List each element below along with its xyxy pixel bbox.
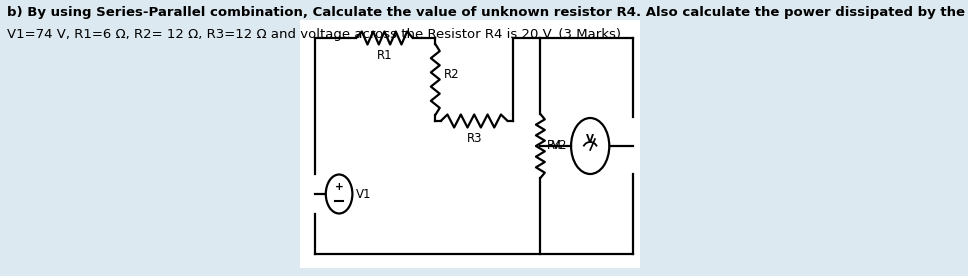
FancyBboxPatch shape: [300, 20, 640, 268]
Text: V1=74 V, R1=6 Ω, R2= 12 Ω, R3=12 Ω and voltage across the Resistor R4 is 20 V. (: V1=74 V, R1=6 Ω, R2= 12 Ω, R3=12 Ω and v…: [7, 28, 620, 41]
Text: R2: R2: [443, 68, 459, 81]
Text: +: +: [335, 182, 344, 192]
Text: b) By using Series-Parallel combination, Calculate the value of unknown resistor: b) By using Series-Parallel combination,…: [7, 6, 968, 19]
Text: V1: V1: [356, 187, 372, 200]
Text: R3: R3: [467, 132, 482, 145]
Text: V2: V2: [552, 139, 567, 153]
Text: R4: R4: [547, 139, 562, 153]
Text: V: V: [587, 134, 594, 144]
Text: R1: R1: [377, 49, 392, 62]
